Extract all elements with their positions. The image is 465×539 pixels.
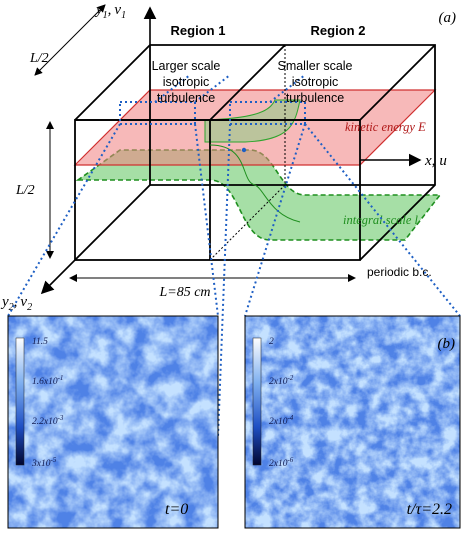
panel-b-label: (b)	[438, 336, 456, 352]
length-label: L=85 cm	[158, 285, 210, 300]
integral-scale-surface	[75, 149, 442, 241]
colorbar-right-tick-1: 2x10-2	[269, 374, 294, 387]
y2-axis-label: y2, v2	[0, 294, 32, 313]
panel-b: 11.5 1.6x10-1 2.2x10-3 3x10-5 t=0 2 2x10…	[7, 315, 461, 529]
kinetic-energy-label: kinetic energy E	[345, 120, 426, 134]
sample-regions	[119, 74, 306, 125]
panel-a-label: (a)	[439, 10, 457, 26]
time-label-left: t=0	[165, 501, 188, 518]
colorbar-left-tick-1: 1.6x10-1	[32, 374, 63, 387]
snapshot-left: 11.5 1.6x10-1 2.2x10-3 3x10-5 t=0	[7, 315, 219, 529]
region-1-desc-line1: Larger scale	[152, 59, 221, 73]
boundary-label: periodic b.c.	[367, 265, 432, 279]
region-2-desc-line2: isotropic	[292, 75, 339, 89]
y2-axis-arrow	[40, 259, 76, 295]
region-2-desc-line1: Smaller scale	[277, 59, 352, 73]
box-outline	[74, 44, 436, 261]
colorbar-right-tick-0: 2	[269, 337, 274, 347]
colorbar-left-tick-2: 2.2x10-3	[32, 414, 64, 427]
region-2-desc-line3: turbulence	[286, 91, 344, 105]
region-2-title: Region 2	[311, 23, 366, 38]
colorbar-right-tick-3: 2x10-6	[269, 456, 294, 469]
colorbar-left	[15, 337, 25, 466]
region-1-desc-line2: isotropic	[163, 75, 210, 89]
snapshot-right: 2 2x10-2 2x10-4 2x10-6 (b) t/τ=2.2	[244, 315, 461, 529]
dim-side-label: L/2	[15, 183, 35, 198]
x-axis-label: x, u	[424, 153, 447, 169]
colorbar-right	[252, 337, 262, 466]
region-1-title: Region 1	[171, 23, 226, 38]
colorbar-left-tick-3: 3x10-5	[31, 456, 57, 469]
dim-top-label: L/2	[29, 51, 49, 66]
region-1-desc-line3: turbulence	[157, 91, 215, 105]
colorbar-left-tick-0: 11.5	[32, 337, 48, 347]
connector-lines	[7, 123, 461, 438]
colorbar-right-tick-2: 2x10-4	[269, 414, 294, 427]
y1-axis-label: y1, v1	[94, 2, 126, 21]
kinetic-energy-step	[204, 99, 301, 143]
time-label-right: t/τ=2.2	[407, 501, 452, 518]
dim-top-arrow	[34, 4, 106, 76]
flow-point	[241, 147, 247, 153]
panel-a: (a) Region 1 Region 2 Larger scale isotr…	[0, 2, 456, 313]
integral-scale-label: integral scale l	[343, 213, 419, 227]
